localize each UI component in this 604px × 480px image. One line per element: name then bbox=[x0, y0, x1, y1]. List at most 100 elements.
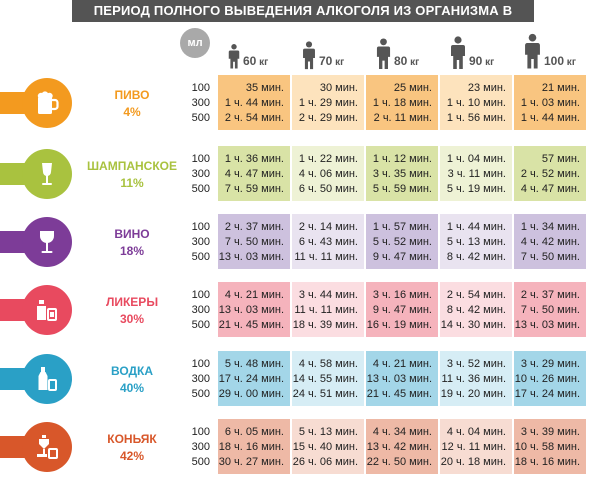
time-cell: 2 ч. 37 мин. 7 ч. 50 мин. 13 ч. 03 мин. bbox=[218, 214, 290, 269]
time-value: 4 ч. 04 мин. bbox=[446, 426, 506, 438]
time-value: 7 ч. 50 мин. bbox=[520, 304, 580, 316]
time-value: 1 ч. 29 мин. bbox=[298, 97, 358, 109]
weight-unit: кг bbox=[482, 57, 495, 68]
time-cell: 1 ч. 36 мин. 4 ч. 47 мин. 7 ч. 59 мин. bbox=[218, 146, 290, 201]
weight-header-70: 70 кг bbox=[302, 30, 344, 70]
liqueur-bottle-icon bbox=[22, 285, 72, 335]
page-title: ПЕРИОД ПОЛНОГО ВЫВЕДЕНИЯ АЛКОГОЛЯ ИЗ ОРГ… bbox=[72, 0, 534, 40]
volume-value: 100 bbox=[191, 153, 210, 165]
time-value: 2 ч. 54 мин. bbox=[224, 112, 284, 124]
time-cell: 3 ч. 44 мин. 11 ч. 11 мин. 18 ч. 39 мин. bbox=[292, 282, 364, 337]
time-value: 5 ч. 59 мин. bbox=[372, 183, 432, 195]
drink-percent: 30% bbox=[119, 312, 145, 326]
time-value: 1 ч. 34 мин. bbox=[520, 221, 580, 233]
time-cell: 30 мин. 1 ч. 29 мин. 2 ч. 29 мин. bbox=[292, 75, 364, 130]
volume-value: 300 bbox=[191, 236, 210, 248]
drink-name-label: ШАМПАНСКОЕ bbox=[86, 159, 177, 173]
weight-label: 100 кг bbox=[544, 54, 576, 68]
time-value: 20 ч. 18 мин. bbox=[440, 456, 506, 468]
time-value: 6 ч. 43 мин. bbox=[298, 236, 358, 248]
time-value: 1 ч. 22 мин. bbox=[298, 153, 358, 165]
volume-column: 100 300 500 bbox=[184, 288, 210, 333]
drink-name-label: КОНЬЯК bbox=[107, 432, 157, 446]
time-value: 7 ч. 50 мин. bbox=[224, 236, 284, 248]
time-value: 14 ч. 55 мин. bbox=[292, 373, 358, 385]
time-value: 8 ч. 42 мин. bbox=[446, 304, 506, 316]
drink-color-tab bbox=[0, 231, 26, 253]
weight-number: 60 bbox=[243, 54, 257, 68]
volume-value: 100 bbox=[191, 221, 210, 233]
time-value: 11 ч. 11 мин. bbox=[294, 304, 358, 316]
time-value: 1 ч. 18 мин. bbox=[372, 97, 432, 109]
volume-value: 100 bbox=[191, 289, 210, 301]
time-cell: 2 ч. 14 мин. 6 ч. 43 мин. 11 ч. 11 мин. bbox=[292, 214, 364, 269]
person-icon bbox=[451, 36, 465, 69]
time-cell: 5 ч. 13 мин. 15 ч. 40 мин. 26 ч. 06 мин. bbox=[292, 419, 364, 474]
time-value: 1 ч. 56 мин. bbox=[446, 112, 506, 124]
time-cell: 6 ч. 05 мин. 18 ч. 16 мин. 30 ч. 27 мин. bbox=[218, 419, 290, 474]
time-value: 4 ч. 21 мин. bbox=[224, 289, 284, 301]
time-value: 3 ч. 35 мин. bbox=[372, 168, 432, 180]
volume-value: 500 bbox=[191, 251, 210, 263]
volume-value: 100 bbox=[191, 358, 210, 370]
volume-value: 300 bbox=[191, 441, 210, 453]
time-value: 13 ч. 42 мин. bbox=[366, 441, 432, 453]
time-value: 21 ч. 45 мин. bbox=[366, 388, 432, 400]
time-value: 3 ч. 52 мин. bbox=[446, 358, 506, 370]
time-value: 18 ч. 39 мин. bbox=[292, 319, 358, 331]
time-value: 15 ч. 40 мин. bbox=[292, 441, 358, 453]
time-value: 2 ч. 37 мин. bbox=[520, 289, 580, 301]
time-value: 2 ч. 29 мин. bbox=[298, 112, 358, 124]
time-value: 5 ч. 48 мин. bbox=[224, 358, 284, 370]
time-value: 18 ч. 16 мин. bbox=[218, 441, 284, 453]
time-value: 5 ч. 13 мин. bbox=[298, 426, 358, 438]
time-value: 17 ч. 24 мин. bbox=[514, 388, 580, 400]
time-value: 3 ч. 29 мин. bbox=[520, 358, 580, 370]
volume-value: 500 bbox=[191, 319, 210, 331]
weight-header-90: 90 кг bbox=[450, 30, 494, 70]
weight-header-60: 60 кг bbox=[228, 30, 268, 70]
time-value: 19 ч. 20 мин. bbox=[440, 388, 506, 400]
weight-unit: кг bbox=[332, 57, 345, 68]
drink-row: ПИВО 4% 100 300 500 35 мин. 1 ч. 44 мин. 2 ч. 5… bbox=[0, 74, 604, 136]
time-value: 30 ч. 27 мин. bbox=[218, 456, 284, 468]
time-value: 11 ч. 11 мин. bbox=[294, 251, 358, 263]
time-cell: 4 ч. 21 мин. 13 ч. 03 мин. 21 ч. 45 мин. bbox=[218, 282, 290, 337]
drink-percent: 11% bbox=[120, 176, 144, 190]
volume-value: 300 bbox=[191, 304, 210, 316]
time-value: 1 ч. 03 мин. bbox=[520, 97, 580, 109]
time-value: 5 ч. 13 мин. bbox=[446, 236, 506, 248]
drink-name: КОНЬЯК 42% bbox=[86, 431, 178, 465]
volume-value: 100 bbox=[191, 82, 210, 94]
time-value: 1 ч. 04 мин. bbox=[446, 153, 506, 165]
time-value: 4 ч. 34 мин. bbox=[372, 426, 432, 438]
person-icon bbox=[525, 33, 540, 69]
drink-name: ШАМПАНСКОЕ 11% bbox=[86, 158, 178, 192]
time-value: 21 мин. bbox=[541, 82, 580, 94]
drink-row: ВОДКА 40% 100 300 500 5 ч. 48 мин. 17 ч. 24 ми… bbox=[0, 350, 604, 412]
time-value: 57 мин. bbox=[541, 153, 580, 165]
time-value: 4 ч. 42 мин. bbox=[520, 236, 580, 248]
volume-value: 300 bbox=[191, 373, 210, 385]
time-value: 12 ч. 11 мин. bbox=[441, 441, 506, 453]
volume-column: 100 300 500 bbox=[184, 81, 210, 126]
time-value: 1 ч. 12 мин. bbox=[372, 153, 432, 165]
time-value: 6 ч. 50 мин. bbox=[298, 183, 358, 195]
volume-value: 100 bbox=[191, 426, 210, 438]
time-value: 1 ч. 36 мин. bbox=[224, 153, 284, 165]
drink-color-tab bbox=[0, 368, 26, 390]
time-value: 4 ч. 58 мин. bbox=[298, 358, 358, 370]
weight-unit: кг bbox=[407, 57, 420, 68]
time-value: 24 ч. 51 мин. bbox=[292, 388, 358, 400]
weight-header-100: 100 кг bbox=[524, 30, 576, 70]
drink-name: ВОДКА 40% bbox=[86, 363, 178, 397]
time-value: 4 ч. 47 мин. bbox=[520, 183, 580, 195]
time-cell: 2 ч. 37 мин. 7 ч. 50 мин. 13 ч. 03 мин. bbox=[514, 282, 586, 337]
time-value: 5 ч. 19 мин. bbox=[446, 183, 506, 195]
volume-value: 500 bbox=[191, 456, 210, 468]
drink-color-tab bbox=[0, 163, 26, 185]
vodka-bottle-icon bbox=[22, 354, 72, 404]
time-value: 10 ч. 26 мин. bbox=[514, 373, 580, 385]
time-value: 5 ч. 52 мин. bbox=[372, 236, 432, 248]
drink-percent: 40% bbox=[119, 381, 145, 395]
